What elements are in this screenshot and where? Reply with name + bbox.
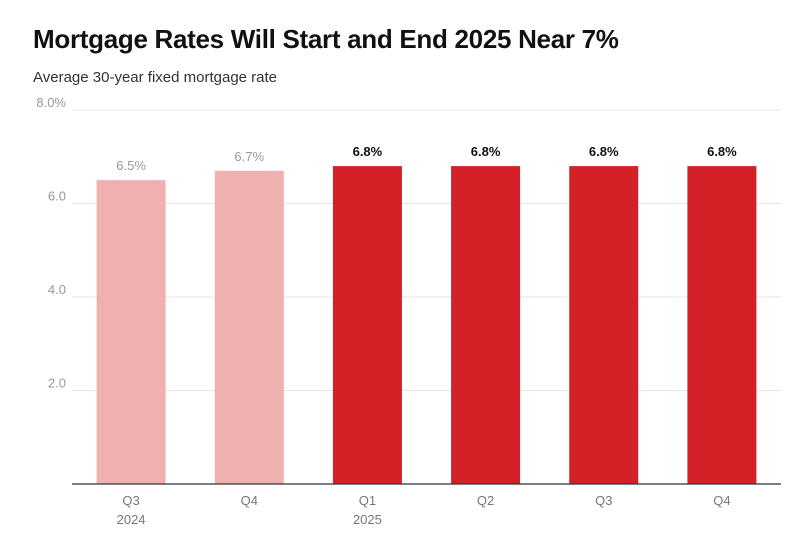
bar xyxy=(451,166,521,484)
bar xyxy=(687,166,757,484)
data-label: 6.8% xyxy=(707,144,737,159)
x-tick-label: Q4 xyxy=(241,493,258,508)
y-tick-label: 4.0 xyxy=(48,282,66,297)
y-tick-label: 2.0 xyxy=(48,376,66,391)
y-tick-label: 8.0% xyxy=(36,95,66,110)
x-tick-year-label: 2025 xyxy=(353,512,382,527)
bar xyxy=(214,170,284,484)
x-tick-label: Q3 xyxy=(122,493,139,508)
data-label: 6.7% xyxy=(234,149,264,164)
x-tick-label: Q4 xyxy=(713,493,730,508)
x-tick-label: Q2 xyxy=(477,493,494,508)
bar xyxy=(332,166,402,484)
chart-title: Mortgage Rates Will Start and End 2025 N… xyxy=(33,24,619,54)
data-label: 6.8% xyxy=(589,144,619,159)
x-tick-label: Q3 xyxy=(595,493,612,508)
x-tick-year-label: 2024 xyxy=(117,512,146,527)
x-tick-label: Q1 xyxy=(359,493,376,508)
data-label: 6.8% xyxy=(471,144,501,159)
y-tick-label: 6.0 xyxy=(48,189,66,204)
bar xyxy=(569,166,639,484)
bar xyxy=(96,180,166,484)
data-label: 6.8% xyxy=(353,144,383,159)
chart-subtitle: Average 30-year fixed mortgage rate xyxy=(33,69,278,86)
data-label: 6.5% xyxy=(116,158,146,173)
